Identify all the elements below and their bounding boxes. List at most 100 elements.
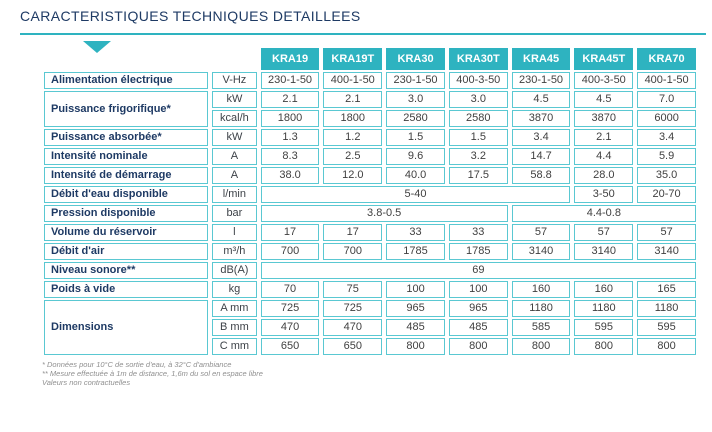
value-cell: 400-3-50	[448, 72, 508, 89]
value-cell: 12.0	[323, 167, 383, 184]
unit-cell: kW	[212, 91, 257, 108]
value-cell: 8.3	[260, 148, 320, 165]
value-cell: 69	[260, 262, 696, 279]
value-cell: 38.0	[260, 167, 320, 184]
corner-blank-cell	[44, 48, 208, 70]
value-cell: 9.6	[386, 148, 445, 165]
value-cell: 20-70	[637, 186, 696, 203]
value-cell: 650	[323, 338, 383, 355]
model-header-kra30: KRA30	[386, 48, 445, 70]
value-cell: 17	[260, 224, 320, 241]
value-cell: 485	[448, 319, 508, 336]
value-cell: 1785	[448, 243, 508, 260]
table-row: Dimensions A mm 725 725 965 965 1180 1180 1180	[44, 300, 696, 355]
table-row: Débit d'air m³/h 700 700 1785 1785 3140 3140 314…	[44, 243, 696, 260]
spec-label-cell: Dimensions	[44, 300, 209, 355]
value-cell: 3.4	[511, 129, 571, 146]
value-cell: 2.1	[323, 91, 383, 108]
footnotes: * Données pour 10°C de sortie d'eau, à 3…	[42, 360, 712, 387]
table-row: C mm 650 650 800 800 800 800 800	[44, 338, 696, 355]
value-cell: 1800	[260, 110, 320, 127]
value-cell: 5-40	[260, 186, 571, 203]
model-header-kra70: KRA70	[637, 48, 696, 70]
value-cell: 57	[511, 224, 571, 241]
value-cell: 3.4	[637, 129, 696, 146]
model-header-kra45t: KRA45T	[574, 48, 634, 70]
triangle-down-icon	[83, 41, 111, 53]
value-cell: 800	[511, 338, 571, 355]
unit-cell: A	[212, 167, 257, 184]
unit-cell: dB(A)	[212, 262, 257, 279]
value-cell: 3-50	[574, 186, 634, 203]
table-row: Intensité nominale A 8.3 2.5 9.6 3.2 14.7 4.4 5.…	[44, 148, 696, 165]
value-cell: 3140	[574, 243, 634, 260]
value-cell: 28.0	[574, 167, 634, 184]
model-header-kra19t: KRA19T	[323, 48, 383, 70]
value-cell: 230-1-50	[511, 72, 571, 89]
value-cell: 57	[637, 224, 696, 241]
value-cell: 5.9	[637, 148, 696, 165]
unit-cell: m³/h	[212, 243, 257, 260]
footnote-line: ** Mesure effectuée à 1m de distance, 1,…	[42, 369, 263, 378]
unit-cell: C mm	[212, 338, 257, 355]
value-cell: 1180	[637, 300, 696, 317]
footnote-line: Valeurs non contractuelles	[42, 378, 131, 387]
model-header-kra45: KRA45	[511, 48, 571, 70]
spec-label-cell: Puissance absorbée*	[44, 129, 209, 146]
value-cell: 700	[323, 243, 383, 260]
model-header-kra19: KRA19	[260, 48, 320, 70]
value-cell: 3140	[511, 243, 571, 260]
value-cell: 100	[448, 281, 508, 298]
spec-table: KRA19 KRA19T KRA30 KRA30T KRA45 KRA45T KRA70 A…	[40, 46, 700, 357]
value-cell: 1.5	[386, 129, 445, 146]
value-cell: 3.0	[448, 91, 508, 108]
spec-label-cell: Niveau sonore**	[44, 262, 209, 279]
value-cell: 800	[574, 338, 634, 355]
value-cell: 58.8	[511, 167, 571, 184]
value-cell: 40.0	[386, 167, 445, 184]
unit-blank-cell	[212, 48, 257, 70]
value-cell: 4.4	[574, 148, 634, 165]
value-cell: 33	[386, 224, 445, 241]
value-cell: 725	[323, 300, 383, 317]
value-cell: 965	[448, 300, 508, 317]
table-row: Poids à vide kg 70 75 100 100 160 160 165	[44, 281, 696, 298]
value-cell: 75	[323, 281, 383, 298]
value-cell: 4.5	[511, 91, 571, 108]
table-row: Volume du réservoir l 17 17 33 33 57 57 57	[44, 224, 696, 241]
value-cell: 160	[511, 281, 571, 298]
value-cell: 400-3-50	[574, 72, 634, 89]
value-cell: 3140	[637, 243, 696, 260]
value-cell: 4.5	[574, 91, 634, 108]
unit-cell: l/min	[212, 186, 257, 203]
unit-cell: B mm	[212, 319, 257, 336]
value-cell: 470	[323, 319, 383, 336]
value-cell: 800	[386, 338, 445, 355]
unit-cell: A	[212, 148, 257, 165]
value-cell: 17	[323, 224, 383, 241]
value-cell: 33	[448, 224, 508, 241]
models-header-row: KRA19 KRA19T KRA30 KRA30T KRA45 KRA45T KRA70	[44, 48, 696, 70]
value-cell: 3.2	[448, 148, 508, 165]
table-row: Niveau sonore** dB(A) 69	[44, 262, 696, 279]
spec-label-cell: Intensité nominale	[44, 148, 209, 165]
value-cell: 230-1-50	[386, 72, 445, 89]
footnote-line: * Données pour 10°C de sortie d'eau, à 3…	[42, 360, 232, 369]
table-row: kcal/h 1800 1800 2580 2580 3870 3870 6000	[44, 110, 696, 127]
value-cell: 70	[260, 281, 320, 298]
value-cell: 595	[574, 319, 634, 336]
value-cell: 3.0	[386, 91, 445, 108]
value-cell: 1180	[511, 300, 571, 317]
spec-label-cell: Pression disponible	[44, 205, 209, 222]
value-cell: 485	[386, 319, 445, 336]
value-cell: 100	[386, 281, 445, 298]
value-cell: 470	[260, 319, 320, 336]
table-row: Pression disponible bar 3.8-0.5 4.4-0.8	[44, 205, 696, 222]
value-cell: 230-1-50	[260, 72, 320, 89]
page-title: CARACTERISTIQUES TECHNIQUES DETAILLEES	[20, 8, 361, 24]
spec-label-cell: Alimentation électrique	[44, 72, 209, 89]
unit-cell: V-Hz	[212, 72, 257, 89]
value-cell: 17.5	[448, 167, 508, 184]
spec-label-cell: Puissance frigorifique*	[44, 91, 209, 127]
value-cell: 1.5	[448, 129, 508, 146]
